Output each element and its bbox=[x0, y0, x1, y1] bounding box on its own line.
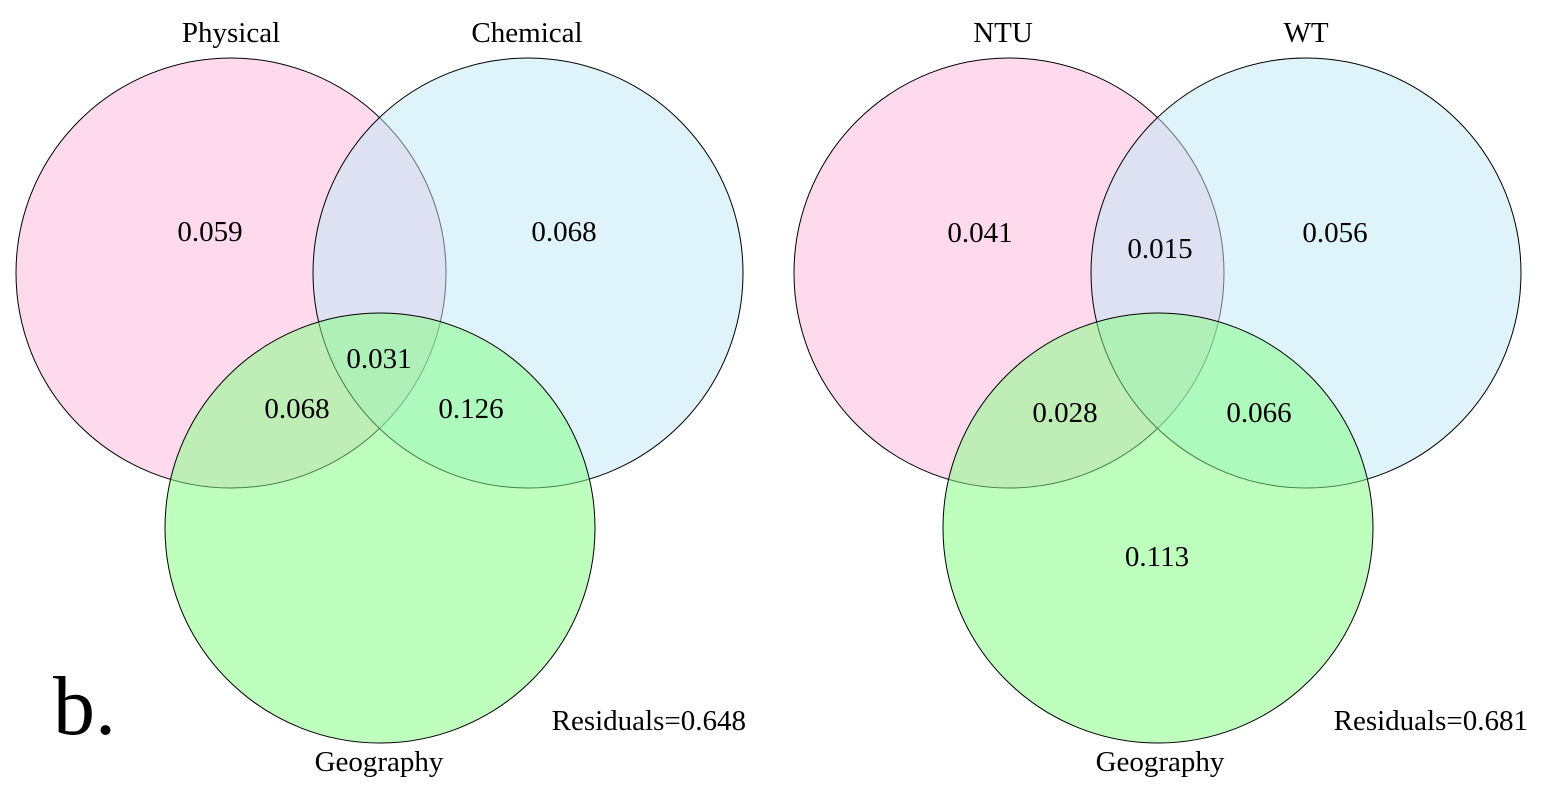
circle-set-c bbox=[164, 312, 596, 744]
panel-letter: b. bbox=[53, 660, 116, 753]
residuals-label: Residuals=0.681 bbox=[1334, 705, 1528, 737]
region-ab: 0.015 bbox=[1127, 233, 1192, 265]
set-label-a: NTU bbox=[973, 17, 1033, 49]
set-label-b: WT bbox=[1283, 17, 1328, 49]
set-label-b: Chemical bbox=[471, 17, 582, 49]
venn-panel-right: NTU WT Geography 0.041 0.015 0.056 0.028… bbox=[793, 17, 1528, 778]
region-a-only: 0.041 bbox=[947, 217, 1012, 249]
region-ac: 0.028 bbox=[1032, 397, 1097, 429]
venn-panel-left: Physical Chemical Geography 0.059 0.068 … bbox=[15, 17, 746, 778]
region-b-only: 0.068 bbox=[531, 216, 596, 248]
region-b-only: 0.056 bbox=[1302, 217, 1367, 249]
region-bc: 0.066 bbox=[1226, 397, 1291, 429]
set-label-c: Geography bbox=[315, 746, 444, 778]
region-ac: 0.068 bbox=[264, 393, 329, 425]
circle-set-c bbox=[942, 312, 1374, 744]
residuals-label: Residuals=0.648 bbox=[552, 705, 746, 737]
set-label-a: Physical bbox=[182, 17, 280, 49]
region-c-only: 0.113 bbox=[1125, 541, 1189, 573]
region-bc: 0.126 bbox=[438, 393, 503, 425]
region-a-only: 0.059 bbox=[177, 216, 242, 248]
region-abc: 0.031 bbox=[346, 343, 411, 375]
set-label-c: Geography bbox=[1096, 746, 1225, 778]
